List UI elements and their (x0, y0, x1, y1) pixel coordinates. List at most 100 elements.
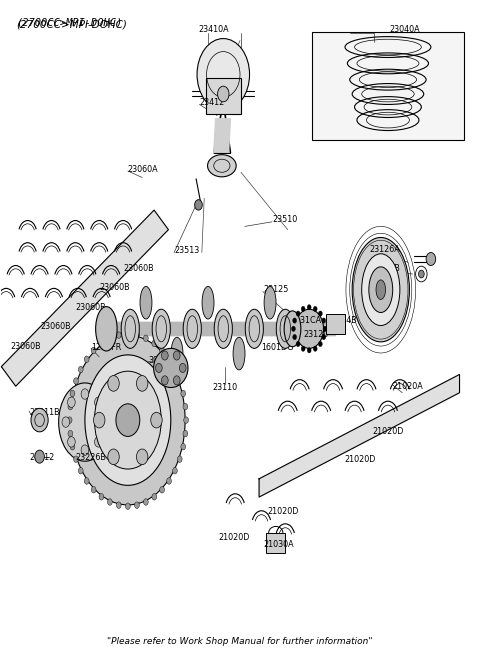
Circle shape (84, 356, 89, 362)
Circle shape (183, 403, 188, 410)
Text: 23060B: 23060B (123, 264, 154, 272)
Text: 23410A: 23410A (198, 25, 229, 34)
Circle shape (181, 390, 186, 397)
Circle shape (125, 331, 130, 337)
Circle shape (167, 356, 171, 362)
Circle shape (293, 318, 297, 323)
Text: 21030A: 21030A (263, 540, 294, 548)
Circle shape (70, 390, 75, 397)
Text: 1431CA: 1431CA (290, 316, 321, 325)
Text: 23226B: 23226B (75, 453, 106, 462)
Circle shape (291, 326, 295, 331)
Ellipse shape (264, 286, 276, 319)
Text: 23311B: 23311B (29, 408, 60, 417)
Circle shape (95, 437, 102, 447)
Ellipse shape (202, 286, 214, 319)
Ellipse shape (71, 335, 185, 505)
Text: 21020D: 21020D (344, 455, 375, 464)
Circle shape (73, 456, 78, 462)
Text: 23124B: 23124B (326, 316, 357, 325)
Circle shape (94, 412, 105, 428)
Circle shape (108, 335, 112, 341)
Circle shape (136, 375, 148, 391)
Circle shape (68, 437, 75, 447)
Text: 23112: 23112 (29, 453, 54, 462)
Circle shape (91, 487, 96, 493)
Circle shape (161, 376, 168, 385)
Circle shape (67, 417, 72, 423)
Text: 21020D: 21020D (218, 533, 250, 542)
Bar (266, 533, 285, 553)
Circle shape (293, 335, 297, 340)
Circle shape (62, 417, 70, 427)
Circle shape (81, 389, 89, 400)
Text: 23211B: 23211B (114, 453, 144, 462)
Ellipse shape (214, 309, 232, 348)
Text: 23060B: 23060B (40, 322, 71, 331)
Circle shape (125, 503, 130, 510)
Circle shape (152, 494, 156, 500)
Circle shape (73, 378, 78, 384)
Circle shape (183, 430, 188, 437)
Circle shape (144, 498, 148, 505)
Text: 23110: 23110 (212, 383, 237, 392)
Ellipse shape (207, 155, 236, 177)
Ellipse shape (233, 337, 245, 370)
Polygon shape (107, 322, 336, 335)
Circle shape (426, 252, 436, 265)
Polygon shape (259, 375, 459, 497)
Bar (205, 78, 241, 113)
Circle shape (197, 39, 250, 110)
Circle shape (91, 347, 96, 354)
Circle shape (313, 307, 317, 312)
Circle shape (322, 335, 325, 340)
Text: (2700CC>MPI-DOHC): (2700CC>MPI-DOHC) (16, 19, 127, 29)
Circle shape (296, 341, 300, 346)
Text: 23126A: 23126A (370, 245, 400, 253)
Text: 21020D: 21020D (268, 507, 299, 516)
Circle shape (180, 364, 186, 373)
Circle shape (160, 487, 165, 493)
Circle shape (322, 318, 325, 323)
Circle shape (184, 417, 189, 423)
Circle shape (419, 270, 424, 278)
Circle shape (78, 366, 83, 373)
Circle shape (116, 404, 140, 436)
Circle shape (116, 502, 121, 508)
Circle shape (95, 397, 102, 407)
Circle shape (195, 200, 202, 210)
Ellipse shape (362, 253, 400, 326)
Circle shape (217, 86, 229, 102)
Circle shape (35, 450, 44, 463)
Circle shape (108, 498, 112, 505)
Bar (326, 314, 345, 334)
Circle shape (318, 341, 322, 346)
Circle shape (160, 347, 165, 354)
Text: 23412: 23412 (199, 98, 225, 107)
Ellipse shape (96, 307, 117, 351)
Bar (312, 32, 464, 140)
Circle shape (152, 340, 156, 346)
Text: 23127B: 23127B (370, 265, 401, 273)
Circle shape (81, 445, 89, 455)
Ellipse shape (245, 309, 264, 348)
Circle shape (116, 332, 121, 339)
Circle shape (68, 430, 73, 437)
Ellipse shape (154, 348, 188, 388)
Text: (2700CC>MPI-DOHC): (2700CC>MPI-DOHC) (16, 17, 122, 28)
Ellipse shape (152, 309, 170, 348)
Circle shape (307, 305, 311, 310)
Circle shape (173, 468, 177, 474)
Circle shape (177, 456, 182, 462)
Ellipse shape (59, 383, 111, 461)
Circle shape (173, 366, 177, 373)
Ellipse shape (284, 311, 301, 346)
Circle shape (99, 494, 104, 500)
Text: 23513: 23513 (174, 246, 199, 255)
Ellipse shape (95, 371, 161, 469)
Ellipse shape (140, 286, 152, 319)
Ellipse shape (376, 280, 385, 299)
Text: "Please refer to Work Shop Manual for further information": "Please refer to Work Shop Manual for fu… (107, 637, 373, 646)
Text: 23120: 23120 (303, 329, 328, 339)
Circle shape (108, 375, 119, 391)
